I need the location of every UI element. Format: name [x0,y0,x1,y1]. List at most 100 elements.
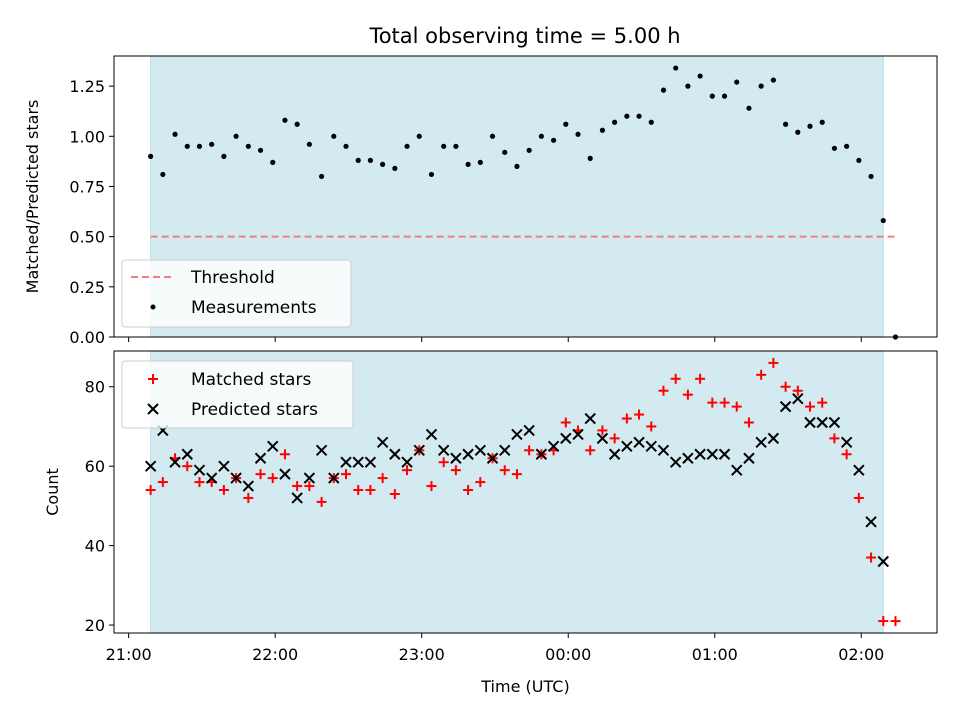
predicted-star-point [547,440,560,453]
matched-star-point [365,485,376,496]
predicted-star-point [254,452,267,464]
x-tick-label: 00:00 [545,645,591,664]
x-tick-label: 23:00 [399,645,445,664]
predicted-star-point [413,444,425,457]
measurement-point [782,121,789,127]
predicted-star-point [657,444,670,457]
predicted-star-point [853,464,865,476]
matched-star-point [438,457,449,468]
measurement-point [465,161,471,167]
measurement-point [624,113,630,119]
matched-star-point [670,373,681,384]
matched-star-point [218,485,229,496]
matched-star-point [768,357,779,368]
matched-star-point [267,473,278,484]
top-y-tick-label: 0.50 [69,228,105,247]
measurement-point [343,143,349,149]
predicted-star-point [144,460,157,472]
measurement-point [526,147,532,153]
top-panel: 0.00 0.25 0.50 0.75 1.00 1.25 Matched/Predict… [23,55,938,347]
measurement-point [209,141,215,147]
matched-star-point [524,445,535,456]
matched-star-point [878,616,889,627]
matched-star-point [304,481,315,492]
predicted-star-point [535,448,548,460]
top-x-ticks [128,337,862,342]
measurement-point [392,165,398,171]
x-axis-label: Time (UTC) [480,677,569,696]
predicted-star-point [633,436,645,449]
bottom-y-tick-label: 40 [85,537,105,556]
matched-star-point [682,389,693,400]
predicted-star-point [462,448,474,460]
predicted-star-point [401,456,413,468]
predicted-star-point [560,432,572,445]
predicted-star-point [572,428,584,441]
predicted-star-point [816,416,828,429]
measurement-point [148,153,154,159]
predicted-star-point [694,448,706,460]
legend-matched-swatch [148,374,158,384]
matched-star-point [743,417,754,428]
measurement-point [404,143,410,149]
predicted-star-point [242,480,255,492]
top-y-tick-label: 0.25 [69,278,105,297]
matched-star-point [353,485,364,496]
measurement-point [721,93,728,99]
measurement-point [709,93,715,99]
top-legend-box [121,259,352,328]
measurement-point [318,173,325,180]
matched-star-point [341,469,352,480]
measurement-point [636,113,642,119]
matched-star-point [695,373,706,384]
predicted-star-point [303,472,316,484]
predicted-star-point [193,464,206,476]
predicted-star-point [437,444,450,457]
legend-measurements-swatch [150,304,156,310]
predicted-star-point [218,460,230,472]
predicted-star-point [291,492,303,504]
measurement-point [538,133,544,139]
bottom-marks [144,351,901,633]
matched-star-point [292,481,303,492]
predicted-star-point [767,432,780,445]
top-y-tick-label: 0.00 [69,328,105,347]
bottom-y-tick-label: 60 [85,457,105,476]
measurement-point [660,87,667,93]
matched-star-point [450,465,461,476]
predicted-star-point [718,448,731,460]
measurement-point [477,159,483,165]
matched-star-point [609,433,620,444]
predicted-star-point [743,452,755,464]
predicted-star-point [865,516,877,528]
predicted-star-point [523,424,535,437]
bottom-legend-box [121,360,354,429]
measurement-point [550,137,557,143]
bottom-legend: Matched stars Predicted stars [121,360,354,429]
matched-star-point [829,433,840,444]
predicted-star-point [608,448,621,460]
measurement-point [160,171,166,178]
matched-star-point [194,477,205,488]
matched-star-point [426,481,437,492]
predicted-star-point [731,464,743,476]
matched-star-point [719,397,730,408]
matched-star-point [279,449,290,460]
predicted-star-point [205,472,218,484]
measurement-point [245,143,251,149]
matched-star-point [658,385,669,396]
measurement-point [428,171,435,178]
matched-star-point [792,385,803,396]
matched-star-point [866,552,877,563]
measurement-point [612,119,618,125]
predicted-star-point [682,452,694,464]
legend-matched-label: Matched stars [191,370,311,390]
predicted-star-point [315,444,328,457]
matched-star-point [463,485,474,496]
predicted-star-point [230,472,242,484]
bottom-y-tick-label: 80 [85,378,105,397]
top-marks [148,56,899,340]
x-tick-label: 02:00 [838,645,884,664]
matched-star-point [731,401,742,412]
